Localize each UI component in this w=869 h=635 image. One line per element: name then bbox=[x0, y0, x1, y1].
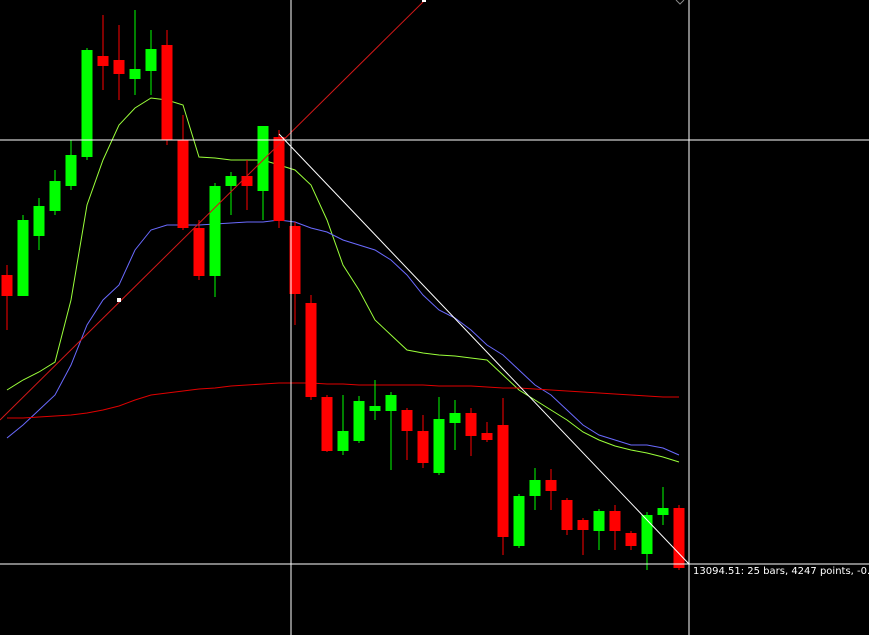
candle-body bbox=[577, 520, 589, 530]
candle-body bbox=[497, 425, 509, 537]
trend-line bbox=[0, 0, 426, 421]
candle-body bbox=[177, 140, 189, 228]
candle-body bbox=[113, 60, 125, 74]
candle-body bbox=[641, 515, 653, 554]
candle-body bbox=[305, 303, 317, 397]
candle-body bbox=[625, 533, 637, 546]
candle-body bbox=[273, 137, 285, 221]
candle-body bbox=[33, 206, 45, 236]
candle-body bbox=[337, 431, 349, 451]
candle-body bbox=[561, 500, 573, 530]
candle-body bbox=[145, 49, 157, 71]
ruler-line bbox=[278, 133, 690, 565]
candle-body bbox=[353, 401, 365, 441]
trend-anchor bbox=[117, 298, 121, 302]
plot-area bbox=[1, 10, 685, 570]
candle-body bbox=[81, 50, 93, 157]
candle-body bbox=[401, 410, 413, 431]
candle-body bbox=[545, 480, 557, 491]
candle-body bbox=[225, 176, 237, 186]
candle-body bbox=[97, 56, 109, 66]
candle-body bbox=[193, 228, 205, 276]
candle-body bbox=[129, 69, 141, 79]
moving-average bbox=[7, 382, 679, 419]
candle-body bbox=[609, 511, 621, 531]
candle-body bbox=[449, 413, 461, 423]
candle-body bbox=[49, 181, 61, 211]
candle-body bbox=[481, 433, 493, 440]
candle-body bbox=[321, 397, 333, 451]
candle-body bbox=[241, 176, 253, 186]
trend-anchor bbox=[422, 0, 426, 2]
candle-body bbox=[417, 431, 429, 463]
moving-average bbox=[6, 219, 680, 456]
moving-average bbox=[6, 97, 680, 463]
candle-body bbox=[161, 45, 173, 140]
candle-body bbox=[289, 226, 301, 294]
candle-body bbox=[465, 413, 477, 436]
candle-body bbox=[433, 419, 445, 473]
candle-body bbox=[673, 508, 685, 568]
marker bbox=[675, 0, 685, 5]
candle-body bbox=[1, 275, 13, 296]
candle-body bbox=[513, 496, 525, 546]
ruler-label: 13094.51: 25 bars, 4247 points, -0.32% bbox=[693, 566, 869, 577]
candle-body bbox=[385, 395, 397, 411]
candle-body bbox=[593, 511, 605, 531]
candle-body bbox=[17, 220, 29, 296]
candle-body bbox=[369, 406, 381, 411]
candle-body bbox=[209, 186, 221, 276]
candle-body bbox=[657, 508, 669, 515]
candle-body bbox=[529, 480, 541, 496]
candle-body bbox=[65, 155, 77, 186]
candle-body bbox=[257, 126, 269, 191]
